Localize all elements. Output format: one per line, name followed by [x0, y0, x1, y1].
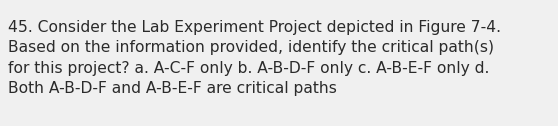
Text: 45. Consider the Lab Experiment Project depicted in Figure 7-4.
Based on the inf: 45. Consider the Lab Experiment Project …	[8, 20, 501, 96]
